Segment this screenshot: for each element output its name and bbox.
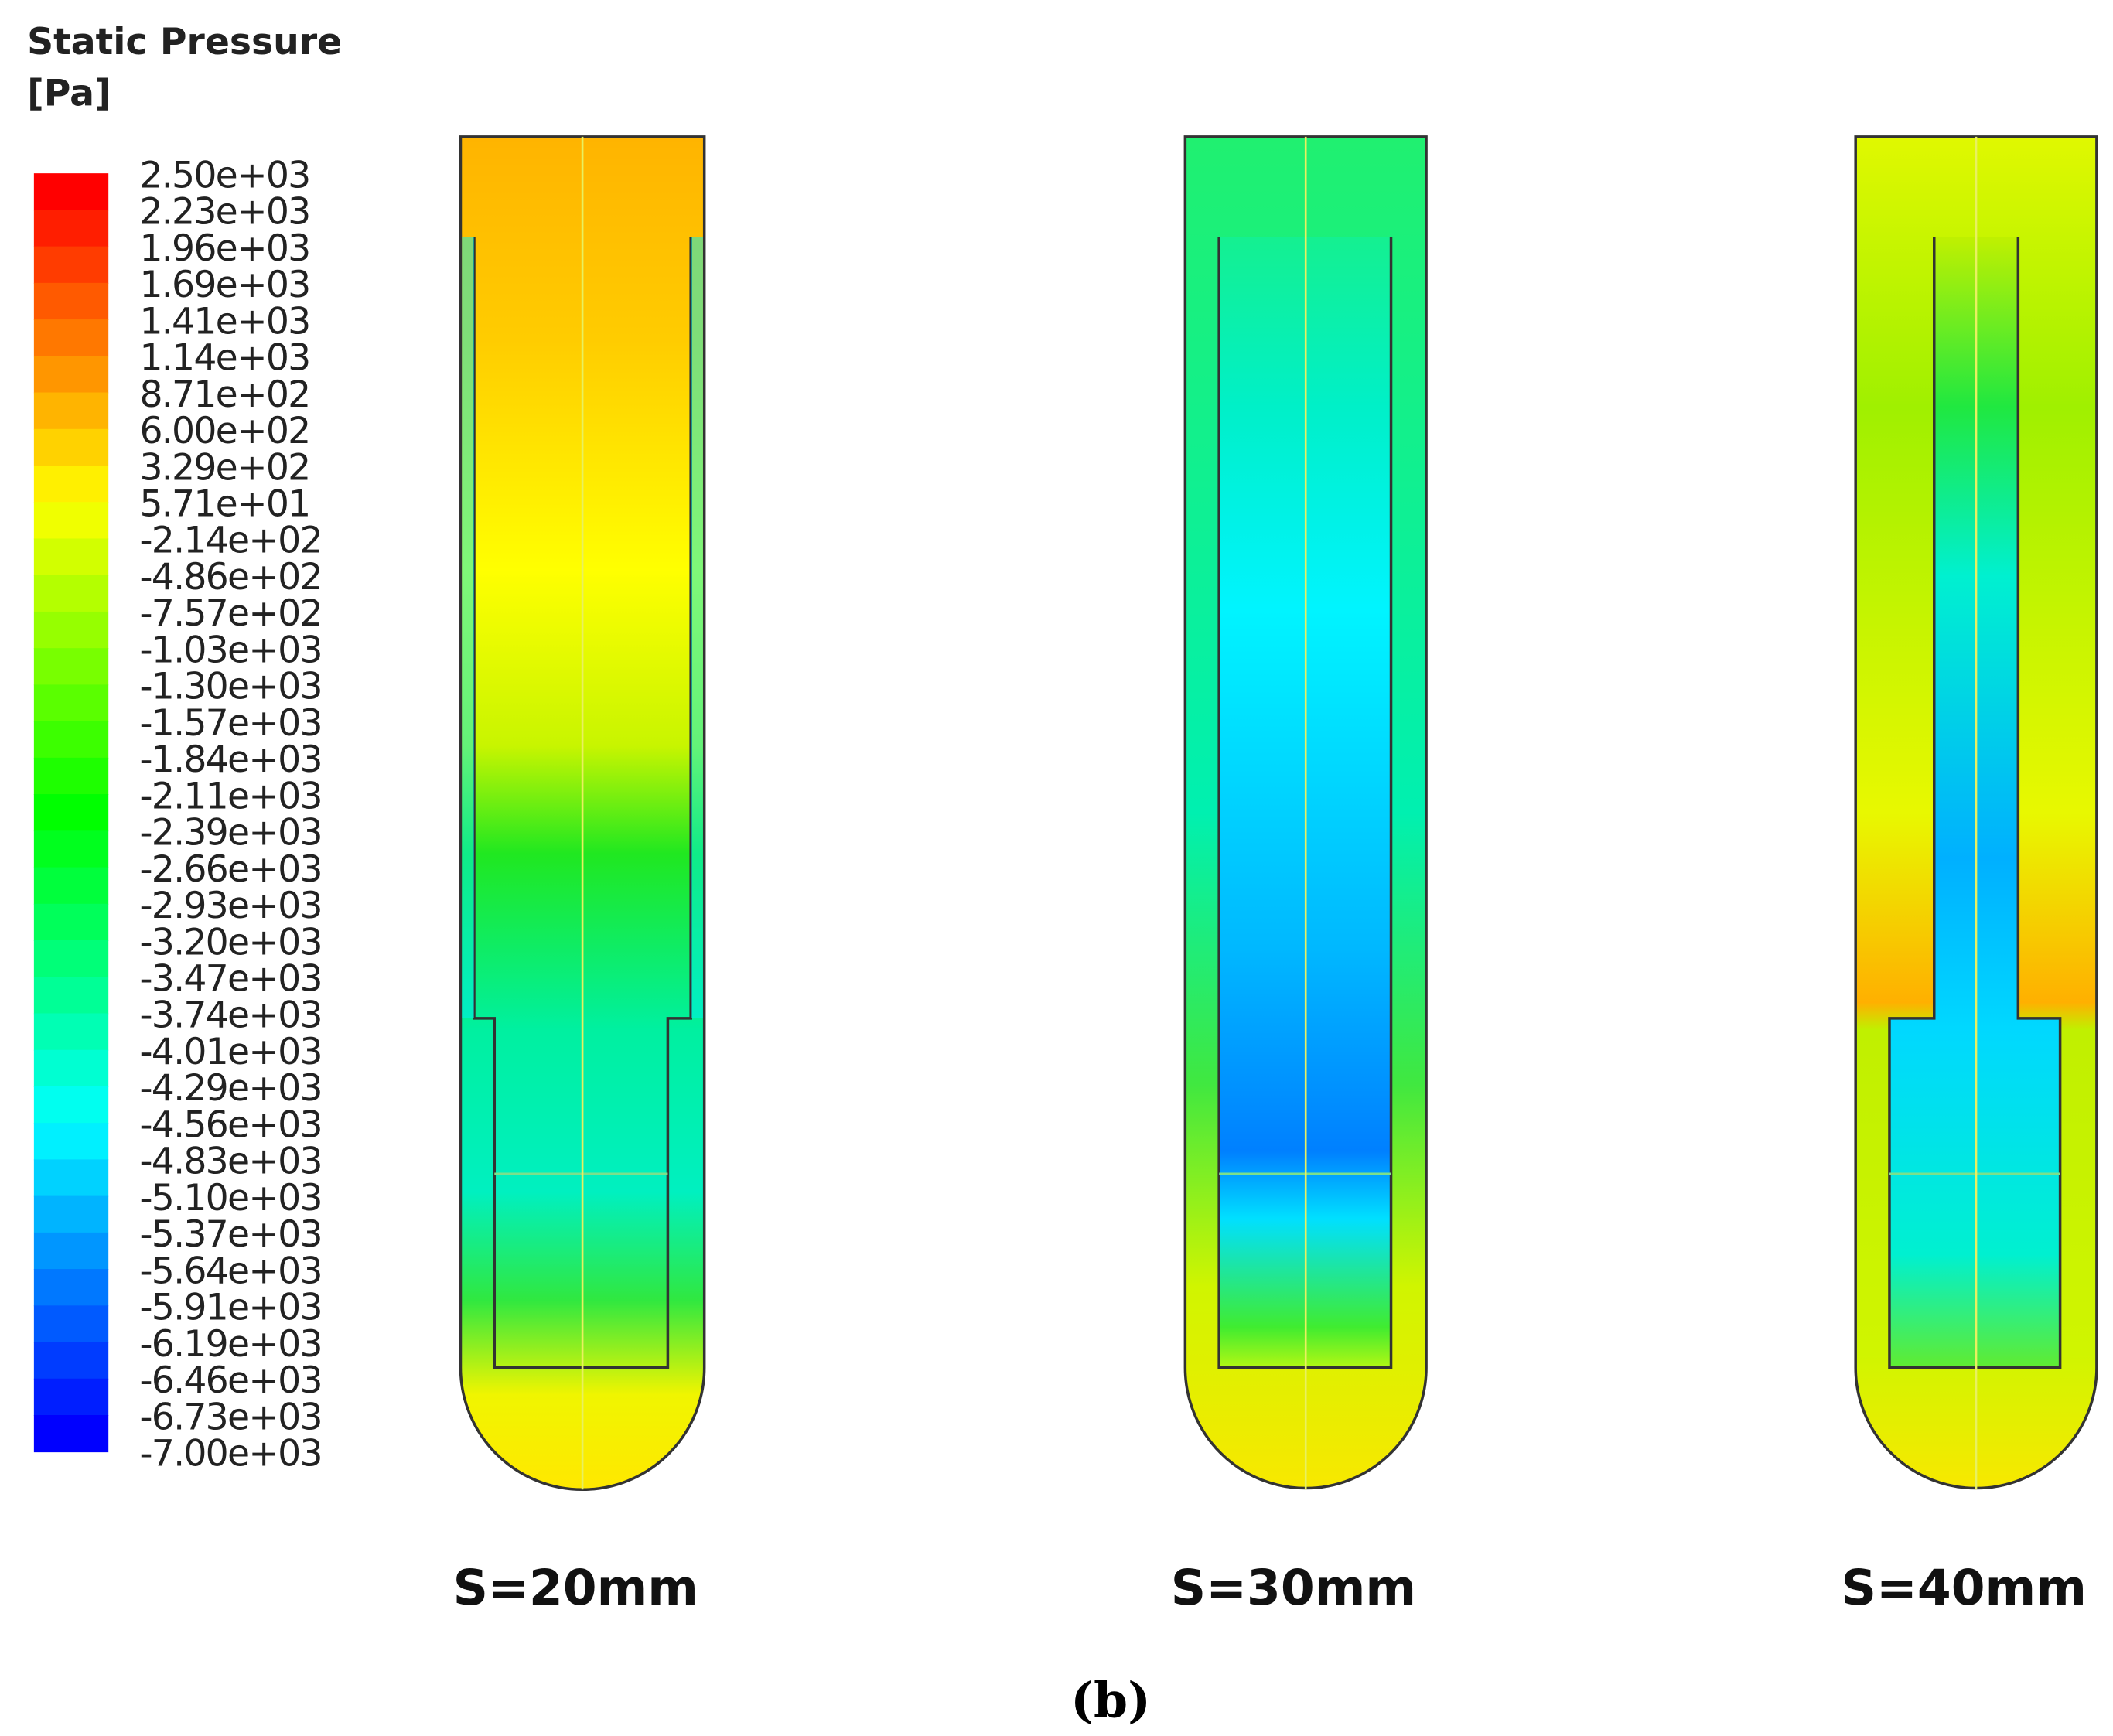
legend-label: -1.84e+03	[139, 738, 321, 781]
legend-label: -4.29e+03	[139, 1067, 321, 1110]
contour-panel	[1183, 135, 1428, 1490]
color-band	[33, 392, 109, 430]
legend-label: -1.30e+03	[139, 666, 321, 708]
legend-label: 2.23e+03	[139, 191, 309, 234]
legend-label: -6.46e+03	[139, 1359, 321, 1402]
panel-label: S=30mm	[1171, 1559, 1416, 1616]
legend-label: 3.29e+02	[139, 446, 309, 489]
legend-label: 6.00e+02	[139, 410, 309, 452]
legend-label: -1.03e+03	[139, 629, 321, 671]
color-band	[33, 684, 109, 722]
legend-label: -3.20e+03	[139, 921, 321, 963]
legend-label: -4.01e+03	[139, 1031, 321, 1073]
color-band	[33, 648, 109, 686]
color-band	[33, 538, 109, 576]
panel-label: S=40mm	[1842, 1559, 2087, 1616]
color-band	[33, 356, 109, 394]
color-band	[33, 1269, 109, 1307]
legend-label: -2.14e+02	[139, 520, 321, 562]
color-band	[33, 1159, 109, 1197]
color-band	[33, 575, 109, 612]
legend-label: -5.10e+03	[139, 1177, 321, 1219]
legend-label: -2.93e+03	[139, 885, 321, 927]
legend-title: Static Pressure	[27, 21, 342, 63]
legend-label: 2.50e+03	[139, 154, 309, 196]
legend-label: -2.39e+03	[139, 812, 321, 854]
legend-label: -5.91e+03	[139, 1287, 321, 1329]
legend-label: -4.86e+02	[139, 556, 321, 599]
color-band	[33, 1123, 109, 1161]
legend-label: -2.11e+03	[139, 775, 321, 817]
legend-label: -3.47e+03	[139, 957, 321, 1000]
color-band	[33, 940, 109, 978]
color-band	[33, 1378, 109, 1416]
legend-label: -6.19e+03	[139, 1323, 321, 1366]
legend-label: -7.00e+03	[139, 1433, 321, 1475]
color-band	[33, 173, 109, 211]
legend-label: -1.57e+03	[139, 702, 321, 745]
legend-label: 1.41e+03	[139, 300, 309, 343]
color-band	[33, 502, 109, 540]
color-band	[33, 1049, 109, 1087]
panel-label: S=20mm	[453, 1559, 698, 1616]
caption: (b)	[1070, 1671, 1151, 1728]
color-band	[33, 611, 109, 650]
legend-label: -7.57e+02	[139, 592, 321, 635]
color-band	[33, 794, 109, 832]
legend-label: -4.83e+03	[139, 1141, 321, 1183]
color-band	[33, 757, 109, 795]
legend-label: 1.69e+03	[139, 264, 309, 306]
color-band	[33, 867, 109, 905]
legend-label: -3.74e+03	[139, 994, 321, 1037]
color-band	[33, 466, 109, 503]
color-band	[33, 1195, 109, 1233]
color-band	[33, 830, 109, 868]
color-band	[33, 1415, 109, 1453]
color-band	[33, 1305, 109, 1343]
legend-label: -2.66e+03	[139, 848, 321, 891]
color-band	[33, 1232, 109, 1270]
color-band	[33, 282, 109, 320]
color-band	[33, 903, 109, 941]
legend-label: 8.71e+02	[139, 373, 309, 416]
legend-label: -6.73e+03	[139, 1396, 321, 1438]
contour-panel	[459, 135, 706, 1492]
color-band	[33, 210, 109, 247]
legend-label: -4.56e+03	[139, 1103, 321, 1146]
color-band	[33, 1342, 109, 1380]
legend-label: 1.14e+03	[139, 337, 309, 380]
color-bar: 2.50e+032.23e+031.96e+031.69e+031.41e+03…	[33, 154, 323, 1475]
legend-label: -5.37e+03	[139, 1213, 321, 1256]
contour-panel	[1854, 135, 2098, 1490]
color-band	[33, 721, 109, 759]
color-band	[33, 319, 109, 357]
color-band	[33, 977, 109, 1015]
color-band	[33, 1013, 109, 1051]
legend-label: 1.96e+03	[139, 227, 309, 270]
legend-unit: [Pa]	[27, 73, 111, 115]
color-band	[33, 246, 109, 284]
color-band	[33, 428, 109, 466]
color-band	[33, 1086, 109, 1124]
legend-label: 5.71e+01	[139, 483, 309, 525]
legend-label: -5.64e+03	[139, 1250, 321, 1292]
